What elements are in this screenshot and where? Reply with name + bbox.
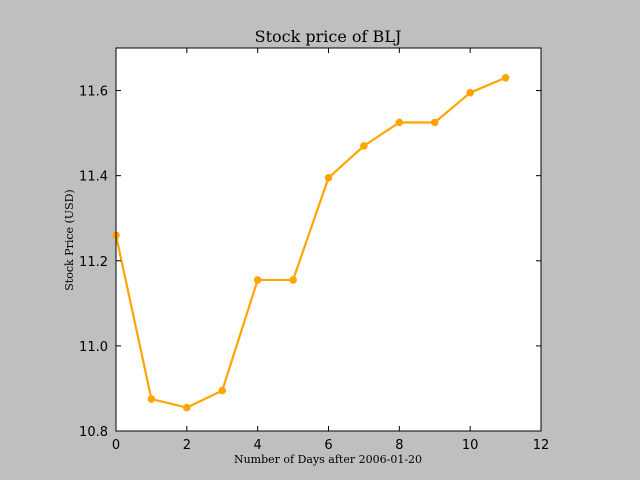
series-layer [112,73,510,412]
data-point [501,73,510,82]
data-point [147,395,156,403]
y-tick-label: 11.4 [79,170,108,185]
data-point [253,276,262,284]
x-tick-label: 12 [533,438,550,453]
data-point [324,173,333,182]
data-point [289,276,297,284]
y-axis-ticks: 10.8 11.0 11.2 11.4 11.6 [79,85,541,440]
x-tick-label: 0 [112,438,120,453]
series-line [114,76,507,409]
data-point [183,403,191,412]
y-axis-label: Stock Price (USD) [63,189,76,290]
y-tick-label: 11.6 [79,85,108,100]
x-tick-label: 4 [254,438,262,453]
data-point [360,142,368,150]
x-tick-label: 2 [183,438,191,453]
data-point [395,118,404,127]
x-tick-label: 10 [462,438,479,453]
x-axis-ticks: 0 2 4 6 8 10 12 [112,48,549,453]
x-tick-label: 6 [324,438,332,453]
data-point [430,118,439,127]
plot-area [116,48,541,431]
x-axis-label: Number of Days after 2006-01-20 [234,453,422,466]
x-tick-label: 8 [395,438,403,453]
data-point [466,88,474,97]
data-point [218,386,227,395]
y-tick-label: 10.8 [79,425,108,440]
y-tick-label: 11.0 [79,340,108,355]
chart-title: Stock price of BLJ [255,27,402,46]
y-tick-label: 11.2 [79,255,108,270]
